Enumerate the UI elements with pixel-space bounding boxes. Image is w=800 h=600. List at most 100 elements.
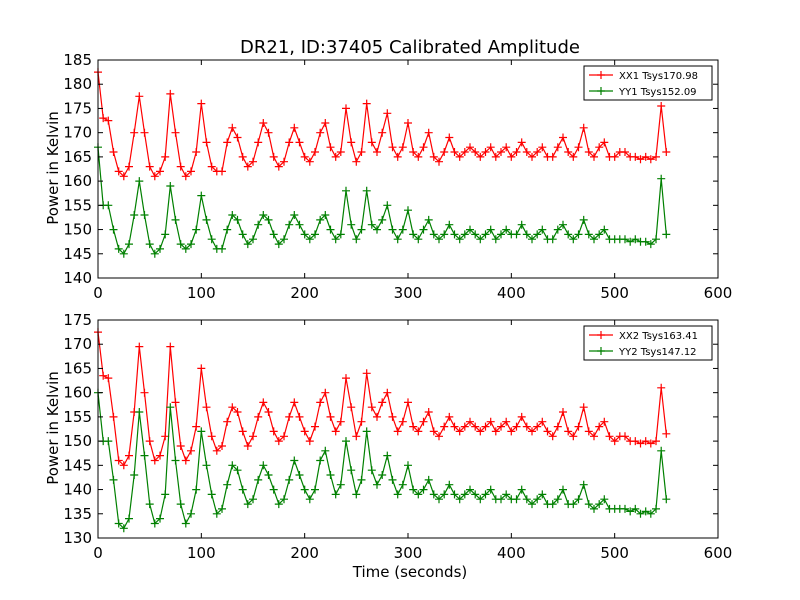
bottom-series-1-point bbox=[491, 427, 500, 436]
bottom-series-1-point bbox=[486, 417, 495, 426]
bottom-series-1 bbox=[94, 328, 671, 470]
top-series-1-point bbox=[424, 128, 433, 137]
bottom-series-1-point bbox=[553, 422, 562, 431]
top-series-2-point bbox=[176, 240, 185, 249]
top-series-2-point bbox=[548, 235, 557, 244]
top-series-2-point bbox=[512, 230, 521, 239]
bottom-chart-xlabel: Time (seconds) bbox=[352, 563, 468, 581]
top-series-2-point bbox=[553, 225, 562, 234]
bottom-series-1-point bbox=[150, 456, 159, 465]
top-ytick-label: 185 bbox=[63, 51, 92, 69]
top-chart-panel: DR21, ID:37405 Calibrated Amplitude Powe… bbox=[44, 37, 732, 302]
top-series-1-point bbox=[321, 119, 330, 127]
bottom-series-2-point bbox=[409, 485, 418, 494]
top-xtick-label: 400 bbox=[497, 284, 526, 302]
top-series-2-point bbox=[657, 174, 666, 183]
top-series-2-point bbox=[171, 215, 180, 224]
bottom-series-2-point bbox=[517, 485, 526, 494]
bottom-series-2-point bbox=[435, 495, 443, 504]
bottom-series-2-point bbox=[181, 519, 190, 528]
top-series-1-point bbox=[528, 152, 536, 161]
bottom-series-2-point bbox=[223, 480, 232, 489]
bottom-series-2-point bbox=[641, 507, 650, 516]
top-series-1-point bbox=[481, 148, 490, 156]
bottom-series-2-point bbox=[393, 490, 402, 499]
top-series-1-point bbox=[636, 155, 645, 164]
top-series-1-point bbox=[471, 148, 480, 156]
bottom-series-1-point bbox=[192, 422, 201, 431]
top-series-1-point bbox=[357, 148, 366, 156]
bottom-series-2-point bbox=[187, 509, 195, 518]
top-series-2-point bbox=[161, 230, 170, 239]
bottom-legend-label-2: YY2 Tsys147.12 bbox=[618, 347, 697, 358]
top-series-2-point bbox=[145, 240, 154, 249]
top-ytick-label: 160 bbox=[63, 172, 92, 190]
bottom-series-2-point bbox=[316, 456, 325, 465]
top-series-1-point bbox=[352, 157, 361, 166]
bottom-series-1-point bbox=[373, 412, 381, 421]
bottom-series-2-point bbox=[636, 509, 645, 518]
bottom-series-2-point bbox=[398, 480, 407, 489]
top-series-1-point bbox=[502, 143, 511, 152]
top-series-1-point bbox=[569, 152, 578, 161]
top-series-1-point bbox=[373, 148, 381, 156]
bottom-series-1-point bbox=[404, 398, 412, 407]
bottom-series-1-point bbox=[610, 437, 619, 446]
top-series-1-point bbox=[264, 128, 273, 137]
top-series-1-point bbox=[140, 128, 149, 137]
top-chart-ylabel: Power in Kelvin bbox=[44, 111, 62, 225]
top-series-2-point bbox=[455, 235, 464, 244]
bottom-chart-panel: Power in Kelvin Time (seconds) 0 100 200 30… bbox=[44, 311, 732, 581]
top-series-1-point bbox=[476, 152, 485, 161]
bottom-series-1-point bbox=[471, 422, 480, 431]
top-series-1-point bbox=[311, 148, 319, 156]
bottom-series-2-point bbox=[662, 495, 671, 504]
top-series-2-point bbox=[218, 244, 226, 253]
top-series-2-point bbox=[202, 215, 211, 224]
bottom-series-2-point bbox=[135, 408, 144, 416]
bottom-legend-label-1: XX2 Tsys163.41 bbox=[619, 331, 698, 342]
bottom-series-2-point bbox=[243, 500, 252, 509]
top-series-1-point bbox=[150, 172, 159, 181]
bottom-series-2-point bbox=[584, 500, 593, 509]
bottom-series-1-point bbox=[316, 398, 325, 407]
bottom-series-1-point bbox=[574, 422, 583, 431]
bottom-series-2-point bbox=[657, 446, 666, 455]
bottom-series-1-point bbox=[295, 412, 304, 421]
bottom-series-2-point bbox=[528, 500, 536, 509]
bottom-series-1-point bbox=[331, 427, 340, 436]
bottom-legend-box bbox=[583, 325, 713, 361]
bottom-series-1-point bbox=[419, 417, 428, 426]
bottom-series-2-point bbox=[388, 475, 397, 484]
top-series-1-point bbox=[548, 152, 557, 161]
top-ytick-label: 155 bbox=[63, 196, 92, 214]
top-series-1-point bbox=[538, 143, 547, 152]
bottom-series-1-point bbox=[595, 422, 604, 431]
bottom-xtick-label: 100 bbox=[187, 544, 216, 562]
bottom-series-1-point bbox=[176, 442, 185, 450]
bottom-series-2-point bbox=[476, 495, 485, 504]
top-series-1-point bbox=[584, 148, 593, 156]
top-series-1-point bbox=[600, 138, 609, 147]
top-ytick-label: 165 bbox=[63, 148, 92, 166]
top-series-2-point bbox=[502, 225, 511, 234]
top-series-1-point bbox=[621, 148, 629, 156]
bottom-series-2-point bbox=[621, 504, 629, 513]
top-series-1-point bbox=[497, 148, 505, 156]
top-series-1-point bbox=[455, 152, 464, 161]
top-series-2 bbox=[94, 143, 671, 258]
bottom-legend: XX2 Tsys163.41 YY2 Tsys147.12 bbox=[583, 325, 713, 361]
top-series-1-point bbox=[331, 152, 340, 161]
bottom-series-2-point bbox=[367, 466, 376, 475]
top-series-1-point bbox=[243, 162, 252, 171]
top-series-1-point bbox=[316, 128, 325, 137]
top-series-2-point bbox=[517, 220, 526, 229]
top-series-2-point bbox=[559, 220, 567, 229]
bottom-series-1-point bbox=[631, 437, 640, 446]
bottom-series-2-point bbox=[600, 495, 609, 504]
bottom-series-2-point bbox=[533, 495, 542, 504]
bottom-series-1-point bbox=[538, 417, 547, 426]
top-series-2-point bbox=[228, 211, 237, 219]
bottom-series-1-point bbox=[533, 422, 542, 431]
bottom-series-2-point bbox=[104, 437, 113, 446]
